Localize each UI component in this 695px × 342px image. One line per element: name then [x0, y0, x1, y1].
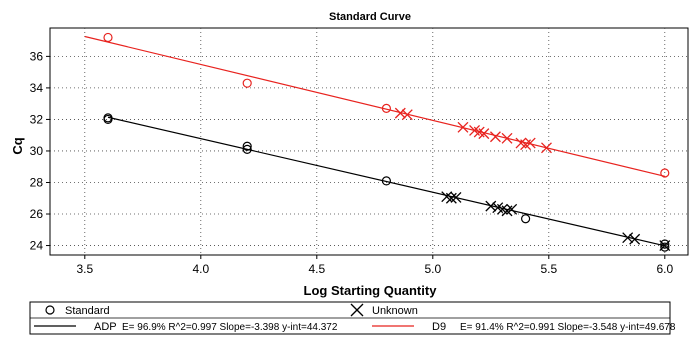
x-tick-label: 4.5 — [308, 262, 325, 276]
unknown-point-d9 — [478, 128, 490, 140]
y-tick-label: 32 — [30, 112, 44, 126]
plot-frame — [49, 27, 689, 256]
y-tick-label: 30 — [30, 144, 44, 158]
y-tick-label: 34 — [30, 81, 44, 95]
standard-point-adp — [381, 176, 391, 186]
plot-area: 3.5 4.0 4.5 5.0 5.5 6.0 24 26 28 30 32 34 36 — [30, 27, 689, 276]
y-tick-label: 24 — [30, 239, 44, 253]
standard-point-adp — [660, 239, 670, 249]
standard-point-adp — [660, 242, 670, 252]
standard-point-d9 — [103, 32, 113, 43]
unknown-point-d9 — [541, 142, 552, 154]
unknown-point-adp — [629, 233, 641, 245]
y-tick-label: 36 — [30, 49, 44, 63]
legend-fit-text-d9: E= 91.4% R^2=0.991 Slope=-3.548 y-int=49… — [460, 322, 676, 333]
unknown-point-d9 — [524, 137, 536, 149]
standard-point-adp — [242, 144, 252, 154]
unknown-point-adp — [506, 203, 518, 215]
unknown-point-d9 — [394, 107, 406, 119]
unknown-point-adp — [485, 200, 497, 212]
x-tick-label: 4.0 — [192, 262, 209, 276]
standard-point-adp — [103, 114, 113, 125]
chart-title: Standard Curve — [329, 11, 411, 23]
x-tick-label: 5.0 — [424, 262, 441, 276]
x-tick-label: 5.5 — [540, 262, 557, 276]
legend-fit-text-adp: E= 96.9% R^2=0.997 Slope=-3.398 y-int=44… — [122, 322, 338, 333]
legend-series-name-adp: ADP — [94, 321, 117, 333]
standard-point-d9 — [381, 103, 391, 113]
legend-unknown-marker — [350, 303, 364, 317]
legend-standard-marker — [45, 305, 55, 315]
legend-standard-label: Standard — [65, 305, 110, 317]
x-axis-label: Log Starting Quantity — [304, 283, 438, 298]
y-axis-label: Cq — [10, 137, 25, 154]
unknown-point-adp — [622, 232, 634, 244]
unknown-point-d9 — [489, 131, 501, 143]
unknown-point-d9 — [457, 121, 469, 133]
standard-point-adp — [242, 141, 252, 151]
unknown-point-adp — [450, 192, 462, 203]
legend-series-name-d9: D9 — [432, 321, 446, 333]
legend-unknown-label: Unknown — [372, 305, 418, 317]
series-adp — [103, 113, 671, 252]
unknown-point-adp — [445, 192, 457, 204]
chart-legend: Standard Unknown ADP E= 96.9% R^2=0.997 Slo… — [29, 301, 676, 335]
y-tick-label: 26 — [30, 207, 44, 221]
fit-line-d9 — [84, 35, 665, 177]
x-tick-label: 6.0 — [656, 262, 673, 276]
x-tick-label: 3.5 — [76, 262, 93, 276]
unknown-point-d9 — [501, 132, 513, 144]
y-tick-label: 28 — [30, 175, 44, 189]
standard-point-d9 — [242, 78, 252, 88]
standard-point-d9 — [660, 168, 670, 178]
series-d9 — [84, 32, 670, 178]
standard-point-adp — [520, 214, 531, 224]
fit-line-adp — [107, 116, 665, 247]
unknown-point-d9 — [401, 109, 413, 121]
